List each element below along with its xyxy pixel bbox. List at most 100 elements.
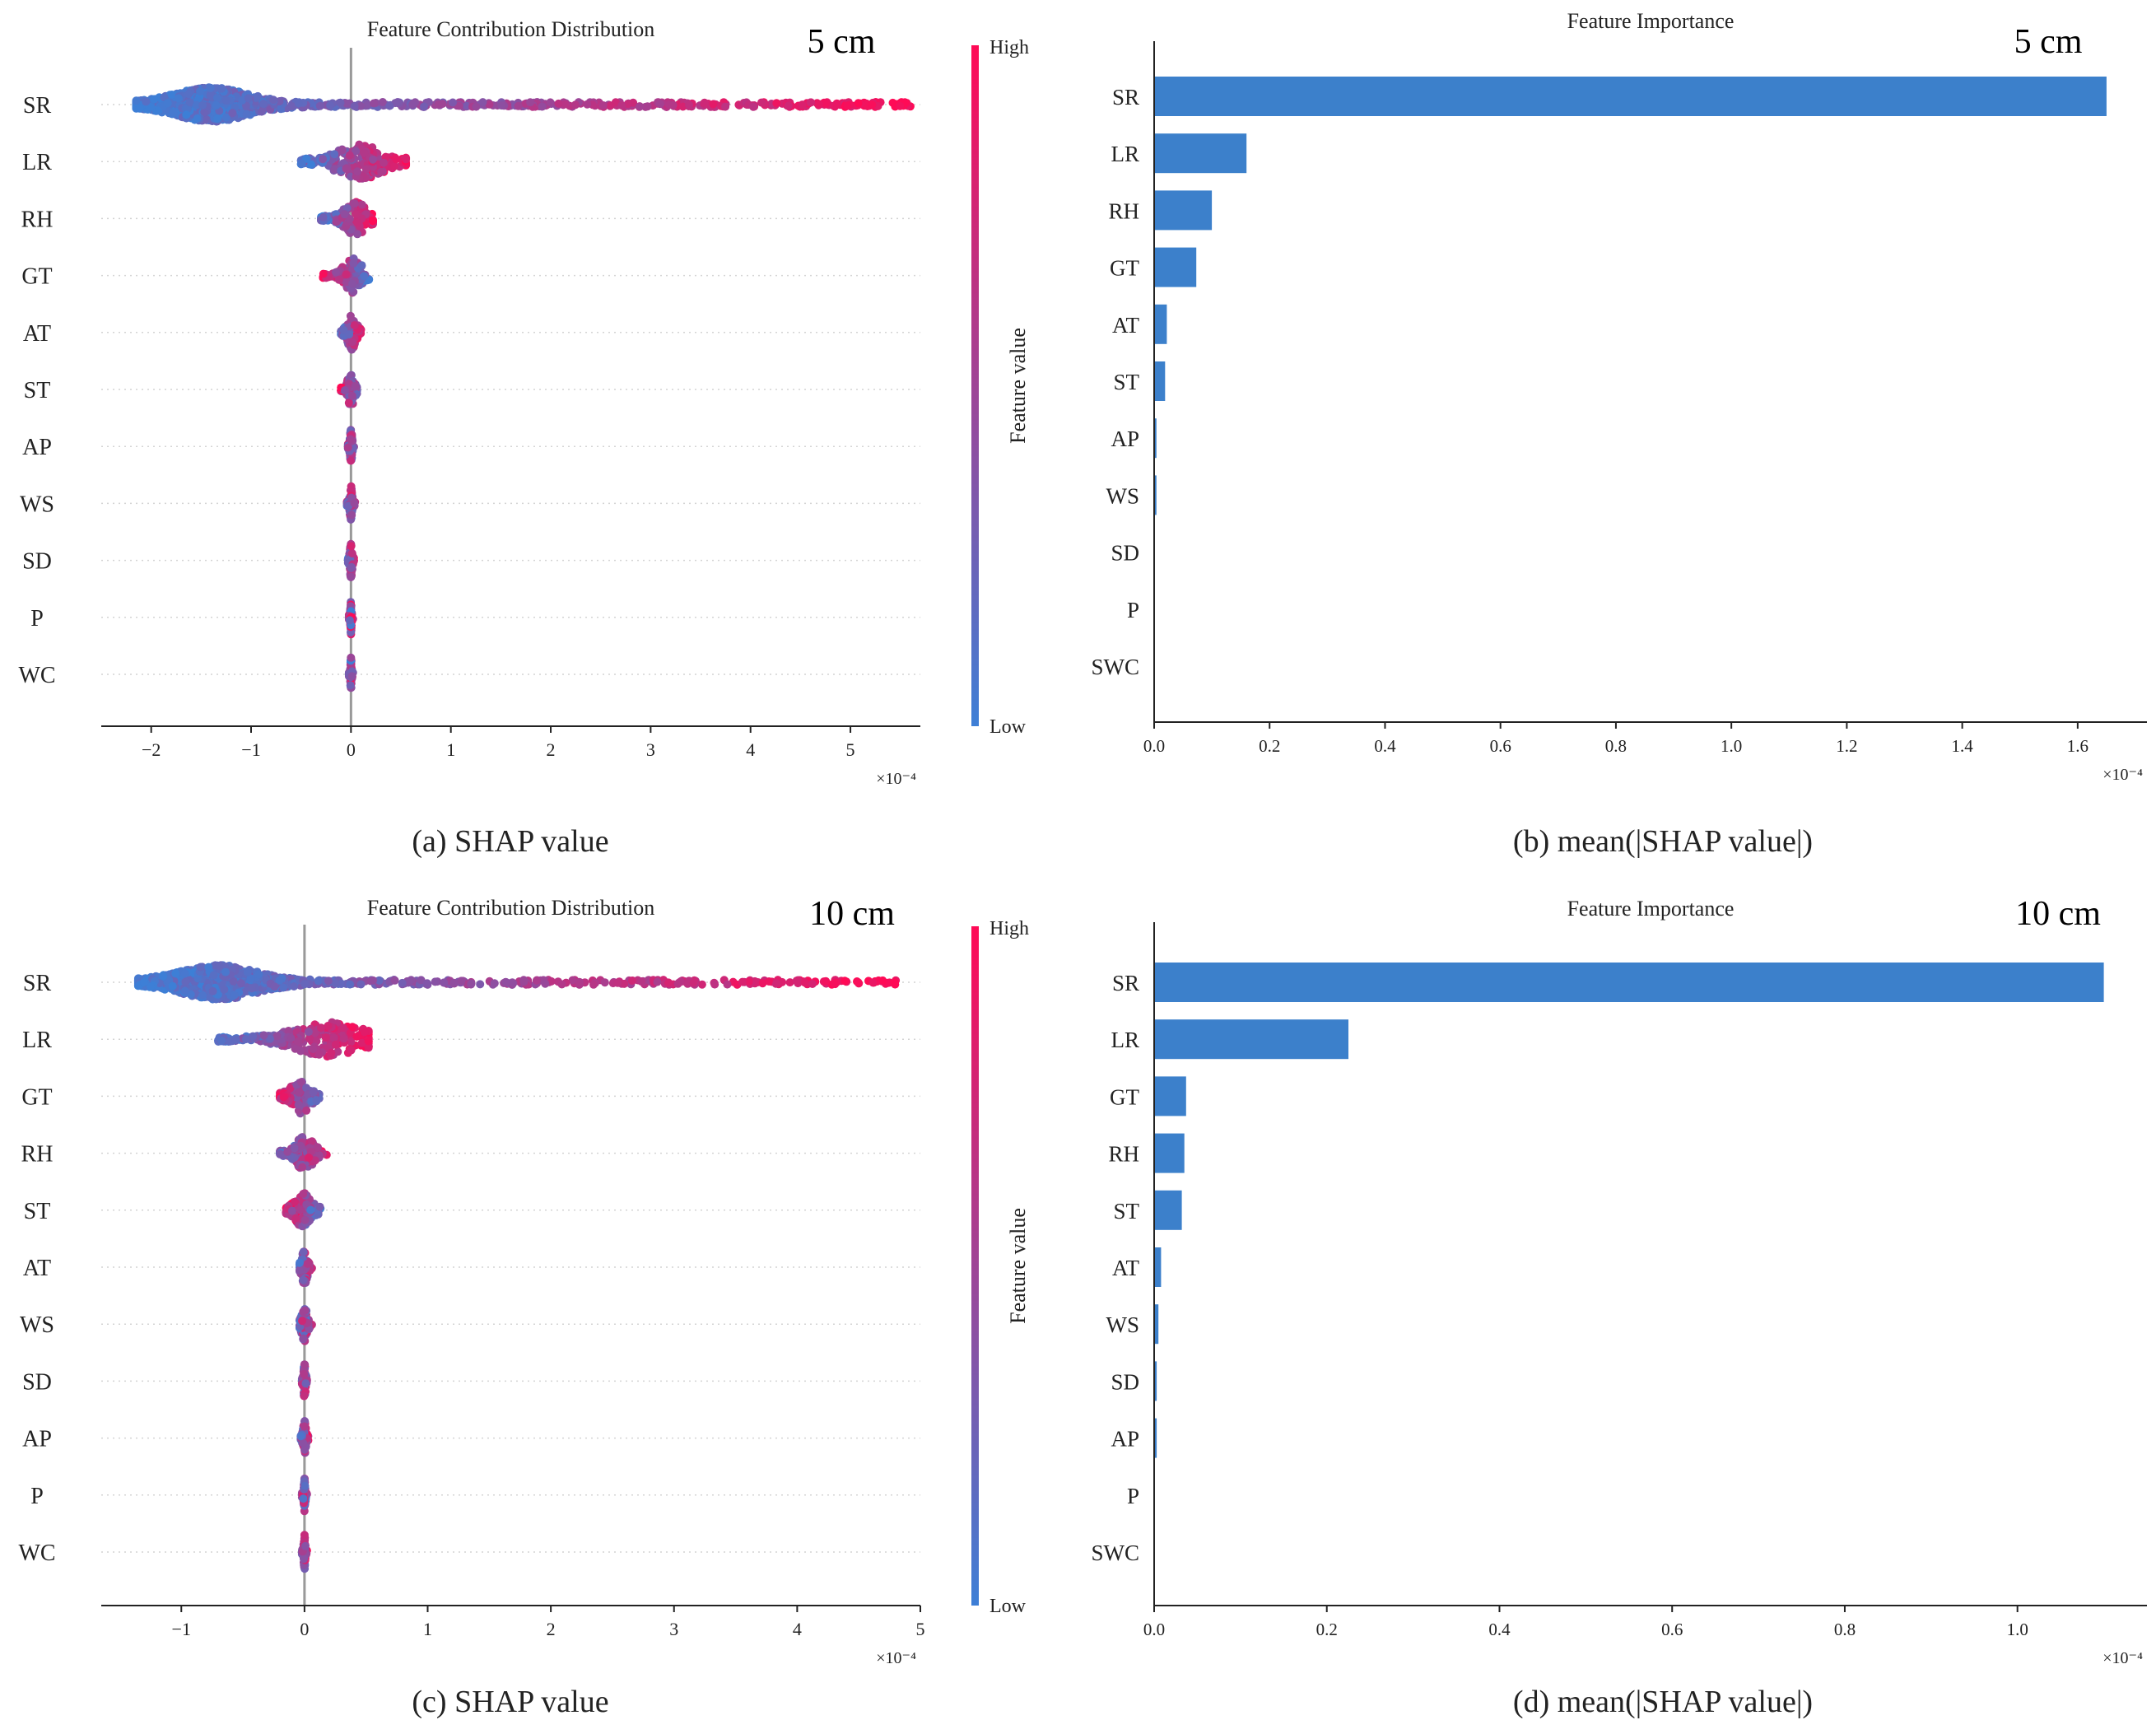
- shap-point-sr: [275, 976, 284, 985]
- shap-point-lr: [339, 1034, 348, 1043]
- shap-point-sr: [557, 980, 566, 989]
- shap-point-rh: [307, 1137, 316, 1146]
- shap-point-sr: [213, 93, 221, 102]
- x-tick-label: 1.2: [1836, 736, 1857, 756]
- shap-point-sr: [758, 979, 767, 988]
- shap-point-lr: [352, 1032, 361, 1041]
- shap-point-sr: [375, 976, 384, 985]
- shap-point-sr: [843, 101, 852, 110]
- shap-point-lr: [347, 1046, 356, 1055]
- shap-point-sr: [547, 977, 556, 986]
- shap-point-sr: [508, 978, 517, 987]
- shap-point-sr: [314, 977, 323, 986]
- shap-point-sr: [147, 982, 156, 991]
- shap-point-sr: [878, 976, 887, 985]
- shap-point-sr: [832, 100, 841, 109]
- shap-point-lr: [304, 1028, 313, 1037]
- bar-label-ws: WS: [1106, 1312, 1140, 1337]
- bar-label-at: AT: [1112, 1256, 1140, 1280]
- shap-point-sr: [170, 108, 179, 117]
- shap-point-sr: [673, 979, 682, 988]
- shap-point-lr: [360, 1028, 369, 1037]
- x-tick-label: 0.4: [1488, 1620, 1511, 1639]
- bar-label-sr: SR: [1112, 971, 1139, 995]
- shap-point-wc: [300, 1531, 309, 1540]
- shap-point-lr: [352, 147, 361, 156]
- shap-point-rh: [298, 1163, 307, 1172]
- shap-point-ap: [347, 456, 356, 465]
- shap-point-sr: [561, 100, 570, 109]
- feature-label-st: ST: [24, 1199, 51, 1224]
- shap-point-ws: [350, 499, 359, 508]
- shap-point-rh: [276, 1149, 285, 1158]
- shap-point-lr: [297, 159, 306, 168]
- shap-point-sr: [420, 102, 428, 111]
- bar-label-swc: SWC: [1091, 655, 1139, 679]
- shap-point-lr: [319, 155, 328, 164]
- depth-label: 10 cm: [809, 895, 895, 933]
- shap-point-sr: [575, 980, 584, 989]
- colorbar-low-label: Low: [990, 1596, 1027, 1617]
- shap-point-sr: [213, 114, 222, 123]
- shap-point-sr: [792, 977, 801, 986]
- shap-point-sr: [180, 986, 189, 995]
- shap-point-sr: [721, 102, 730, 111]
- shap-point-wc: [347, 653, 356, 662]
- bar-rh: [1154, 190, 1213, 231]
- shap-point-sr: [800, 978, 809, 987]
- shap-point-sr: [356, 101, 366, 110]
- shap-point-sr: [315, 101, 324, 110]
- bar-label-sd: SD: [1111, 1369, 1139, 1394]
- shap-point-sr: [370, 99, 379, 108]
- shap-point-sr: [184, 90, 193, 99]
- shap-point-rh: [296, 1141, 305, 1150]
- shap-point-at: [299, 1247, 308, 1256]
- shap-point-sr: [236, 979, 245, 988]
- shap-point-at: [303, 1260, 312, 1268]
- shap-point-lr: [330, 165, 339, 174]
- shap-point-sr: [868, 978, 878, 987]
- shap-point-sr: [457, 977, 466, 986]
- bar-label-sr: SR: [1112, 85, 1139, 110]
- shap-point-sr: [221, 113, 231, 122]
- shap-point-lr: [330, 150, 339, 159]
- colorbar-axis-label: Feature value: [1006, 1208, 1030, 1324]
- shap-point-lr: [357, 1038, 366, 1047]
- shap-point-sr: [637, 977, 645, 986]
- shap-point-at: [347, 338, 356, 347]
- shap-point-rh: [310, 1156, 319, 1165]
- shap-point-sr: [854, 99, 863, 108]
- shap-point-sr: [209, 971, 218, 980]
- shap-point-rh: [350, 199, 359, 208]
- chart-panel-a: Feature Contribution Distribution 5 cm SR L…: [0, 0, 1070, 815]
- x-tick-label: −1: [241, 739, 260, 760]
- shap-point-rh: [319, 212, 328, 221]
- shap-point-ap: [300, 1445, 310, 1454]
- shap-point-rh: [357, 200, 366, 209]
- x-tick-label: 0.0: [1143, 1620, 1165, 1639]
- bar-label-st: ST: [1113, 1199, 1139, 1224]
- shap-point-sr: [814, 100, 823, 109]
- shap-point-ws: [298, 1317, 306, 1326]
- shap-point-st: [306, 1205, 315, 1214]
- shap-point-sr: [337, 979, 346, 988]
- feature-label-sr: SR: [23, 93, 52, 119]
- shap-point-lr: [231, 1035, 240, 1044]
- shap-point-wc: [346, 681, 355, 690]
- shap-point-sr: [765, 977, 774, 986]
- shap-point-sr: [785, 978, 794, 987]
- shap-point-sr: [238, 96, 247, 105]
- depth-label: 5 cm: [808, 23, 876, 61]
- shap-point-lr: [293, 1037, 302, 1046]
- shap-point-wc: [300, 1541, 310, 1550]
- shap-point-sr: [472, 102, 481, 111]
- shap-point-sr: [709, 100, 718, 109]
- colorbar-low-label: Low: [990, 716, 1027, 738]
- shap-point-sr: [700, 98, 709, 107]
- feature-label-ap: AP: [22, 435, 52, 460]
- feature-label-gt: GT: [21, 1084, 52, 1110]
- shap-point-sr: [841, 977, 850, 986]
- shap-point-lr: [324, 1022, 333, 1030]
- shap-point-sr: [390, 976, 399, 985]
